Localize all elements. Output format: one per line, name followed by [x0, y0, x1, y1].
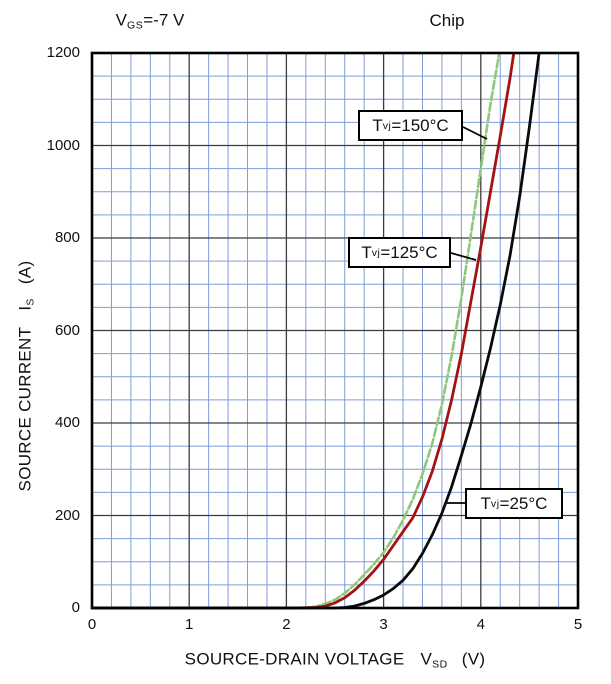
- x-tick-label-4: 4: [476, 616, 485, 633]
- x-tick-label-1: 1: [185, 616, 194, 633]
- curve-label-text: vj: [490, 497, 500, 510]
- major-grid: [92, 53, 578, 608]
- vgs-symbol: V: [115, 10, 128, 30]
- y-tick-label-200: 200: [54, 506, 80, 524]
- y-tick-label-1000: 1000: [46, 136, 80, 154]
- annotation-leader-lines: [447, 126, 488, 504]
- vgs-subscript: GS: [127, 19, 144, 32]
- x-axis-unit: (V): [461, 649, 486, 669]
- curve-label-text: T: [361, 242, 372, 262]
- x-axis-title: SOURCE-DRAIN VOLTAGE VSD (V): [185, 650, 486, 671]
- gate-voltage-condition-label: VGS=-7 V: [116, 11, 185, 32]
- curve-label-text: =125°C: [380, 242, 438, 262]
- x-tick-label-3: 3: [379, 616, 388, 633]
- curve-label-text: =150°C: [391, 115, 449, 135]
- y-tick-label-600: 600: [54, 321, 80, 339]
- chip-label: Chip: [429, 11, 465, 30]
- x-tick-label-2: 2: [282, 616, 291, 633]
- x-axis-title-text: SOURCE-DRAIN VOLTAGE: [184, 649, 405, 669]
- leader-line-tvj-150: [462, 126, 488, 140]
- vgs-value: =-7 V: [143, 10, 185, 30]
- curve-tvj-25: [91, 52, 541, 610]
- plot-border: [90, 51, 580, 610]
- curve-label-text: =25°C: [499, 493, 548, 513]
- curve-label-text: vj: [371, 246, 381, 259]
- y-tick-label-1200: 1200: [46, 44, 80, 61]
- x-axis-symbol-subscript: SD: [432, 658, 448, 671]
- x-axis-symbol: V: [420, 649, 433, 669]
- curve-label-text: vj: [382, 119, 392, 132]
- curve-tvj-125: [91, 52, 516, 610]
- x-tick-label-5: 5: [573, 616, 583, 633]
- y-tick-label-0: 0: [71, 599, 80, 616]
- curve-label-text: T: [480, 493, 491, 513]
- leader-line-tvj-125: [450, 252, 477, 261]
- x-tick-label-0: 0: [87, 616, 97, 633]
- y-tick-label-800: 800: [54, 229, 80, 246]
- y-tick-label-400: 400: [54, 414, 80, 431]
- curve-label-text: T: [372, 115, 383, 135]
